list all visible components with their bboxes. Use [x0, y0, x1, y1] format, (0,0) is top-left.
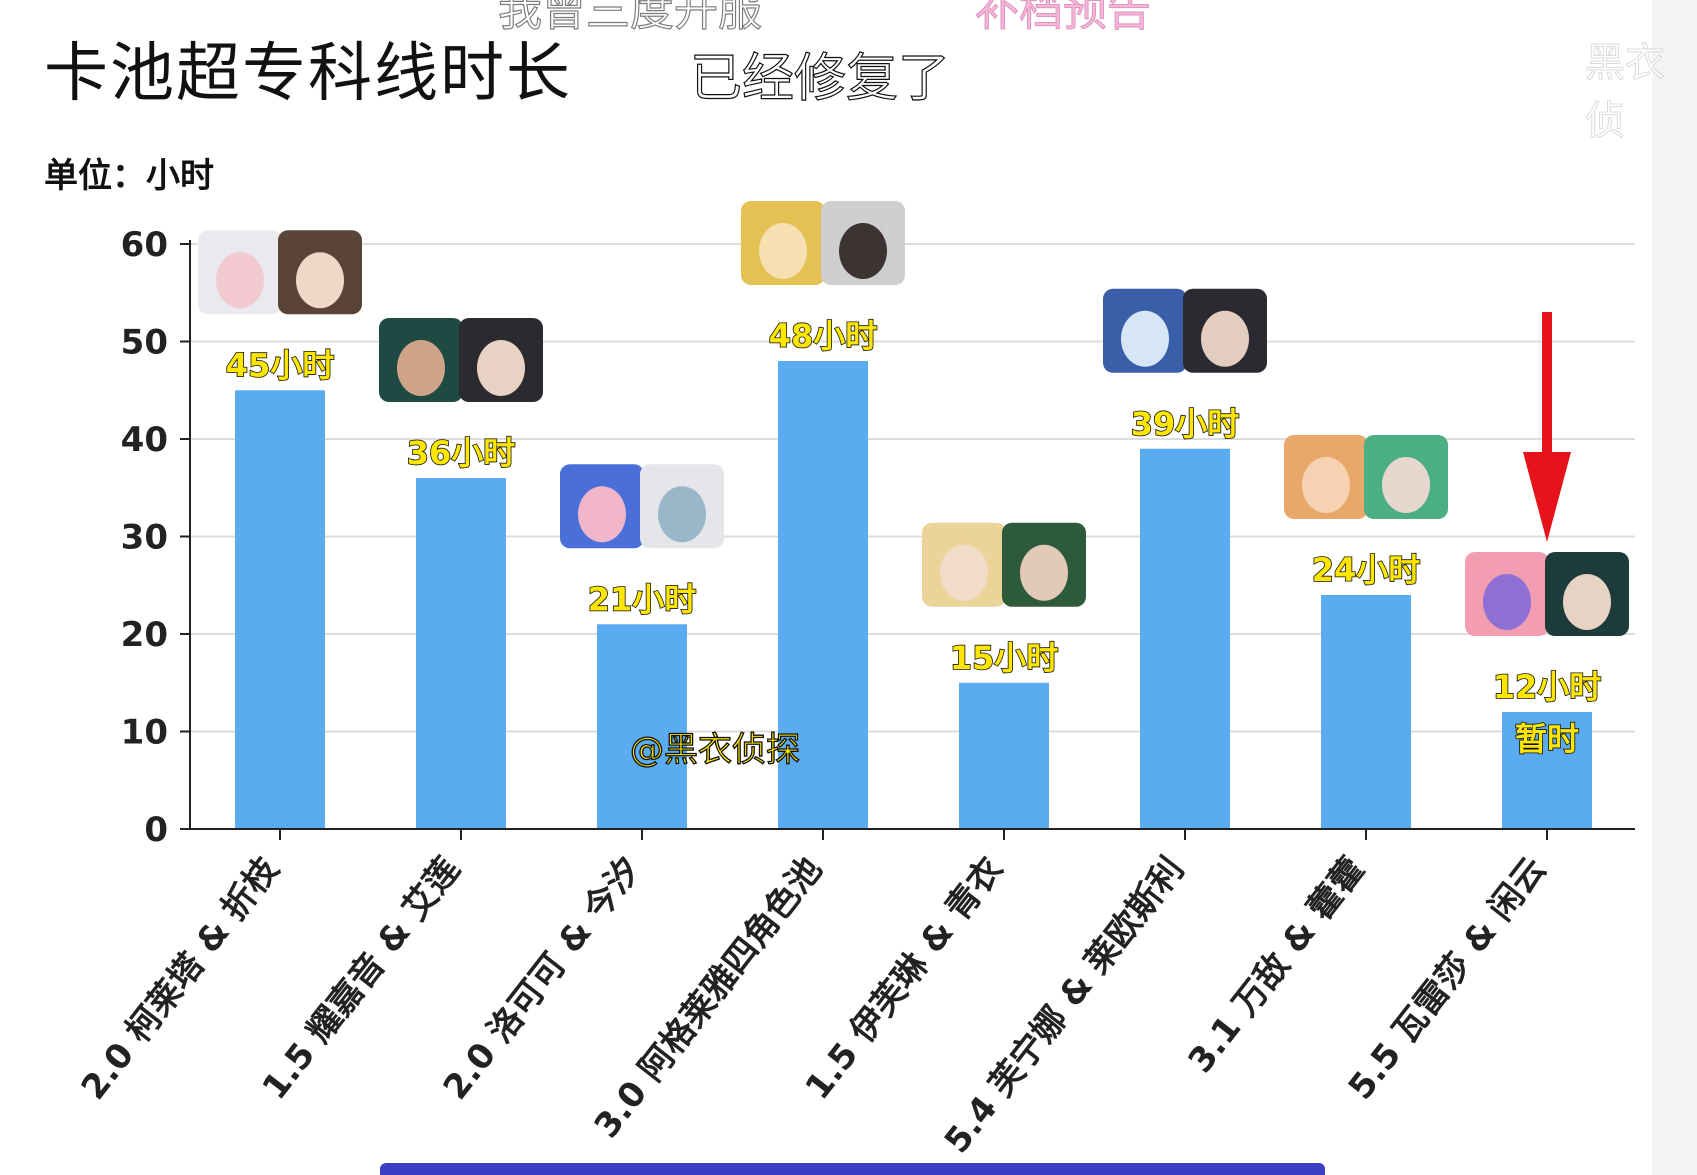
bar — [416, 478, 506, 829]
avatar-face — [759, 223, 807, 279]
avatar-face — [1121, 310, 1169, 367]
avatar-face — [1201, 310, 1249, 367]
data-label: 15小时 — [950, 639, 1059, 677]
avatar-face — [578, 486, 626, 543]
avatar-hair — [1372, 447, 1440, 475]
avatar-hair — [930, 534, 998, 563]
right-edge-strip — [1652, 0, 1697, 1175]
arrow-head — [1523, 452, 1571, 542]
data-label: 21小时 — [588, 580, 697, 618]
y-tick-label: 10 — [121, 713, 168, 753]
avatar-face — [1563, 574, 1611, 630]
bar — [1321, 595, 1411, 829]
data-label: 24小时 — [1312, 551, 1421, 589]
bar — [959, 682, 1049, 829]
bar — [235, 390, 325, 829]
character-avatar — [1545, 552, 1629, 636]
data-label: 36小时 — [407, 434, 516, 472]
x-tick-label: 1.5 耀嘉音 & 艾莲 — [255, 850, 468, 1107]
y-tick-label: 30 — [121, 518, 168, 558]
data-label: 12小时 — [1493, 668, 1602, 706]
character-avatar — [379, 318, 463, 402]
avatar-hair — [1010, 534, 1078, 563]
character-avatar — [459, 318, 543, 402]
avatar-hair — [387, 330, 455, 358]
arrow-shaft — [1542, 312, 1552, 462]
avatar-hair — [467, 330, 535, 358]
character-avatar — [922, 522, 1006, 607]
bottom-subtitle-strip — [380, 1163, 1325, 1175]
avatar-face — [477, 340, 525, 396]
avatar-face — [658, 486, 706, 543]
bar — [1140, 448, 1230, 829]
character-avatar — [1364, 435, 1448, 519]
annotation-label: 暂时 — [1515, 720, 1579, 758]
character-avatar — [560, 464, 644, 549]
red-arrow — [1523, 312, 1571, 542]
character-avatar — [1103, 288, 1187, 373]
avatar-face — [296, 252, 344, 309]
y-tick-label: 20 — [121, 615, 168, 655]
data-label: 45小时 — [226, 346, 335, 384]
y-tick-label: 0 — [144, 810, 168, 850]
avatar-face — [1483, 574, 1531, 630]
avatar-hair — [749, 213, 817, 241]
character-avatar — [198, 230, 282, 315]
avatar-face — [397, 340, 445, 396]
watermark: @黑衣侦探 — [629, 729, 800, 770]
avatar-hair — [829, 213, 897, 241]
x-tick-label: 1.5 伊芙琳 & 青衣 — [798, 850, 1011, 1107]
character-avatar — [741, 201, 825, 285]
x-tick-label: 5.5 瓦雷莎 & 闲云 — [1341, 850, 1554, 1107]
data-label: 48小时 — [769, 317, 878, 355]
edge-caption: 黑衣侦 — [1585, 40, 1666, 145]
y-tick-label: 60 — [121, 225, 168, 265]
character-avatar — [1002, 522, 1086, 607]
avatar-face — [1302, 457, 1350, 513]
x-tick-label: 2.0 柯莱塔 & 折枝 — [74, 849, 288, 1107]
avatar-hair — [568, 476, 636, 505]
x-tick-label: 2.0 洛可可 & 今汐 — [436, 850, 649, 1107]
avatar-face — [839, 223, 887, 279]
character-avatar — [1284, 435, 1368, 519]
subtitle-caption-top: 我曾三度开服 — [497, 0, 762, 37]
subtitle-caption-pink: 补档预告 — [975, 0, 1152, 37]
avatar-face — [1020, 544, 1068, 601]
bar — [778, 361, 868, 829]
character-avatars — [198, 201, 1629, 636]
character-avatar — [278, 230, 362, 315]
avatar-face — [1382, 457, 1430, 513]
data-label: 39小时 — [1131, 405, 1240, 443]
bars — [235, 361, 1592, 829]
bar — [1502, 712, 1592, 829]
avatar-hair — [1553, 564, 1621, 592]
character-avatar — [1465, 552, 1549, 636]
avatar-hair — [206, 242, 274, 271]
page-title: 卡池超专科线时长 — [44, 37, 572, 111]
avatar-hair — [1292, 447, 1360, 475]
avatar-hair — [1473, 564, 1541, 592]
bar — [597, 624, 687, 829]
character-avatar — [1183, 288, 1267, 373]
avatar-hair — [1111, 300, 1179, 329]
avatar-hair — [1191, 300, 1259, 329]
unit-label: 单位：小时 — [44, 156, 214, 196]
x-tick-label: 3.1 万敌 & 藿藿 — [1181, 850, 1373, 1081]
subtitle-caption-main: 已经修复了 — [689, 48, 951, 109]
y-tick-label: 40 — [121, 420, 168, 460]
character-avatar — [640, 464, 724, 549]
y-tick-label: 50 — [121, 323, 168, 363]
avatar-face — [216, 252, 264, 309]
avatar-hair — [286, 242, 354, 271]
character-avatar — [821, 201, 905, 285]
avatar-face — [940, 544, 988, 601]
avatar-hair — [648, 476, 716, 505]
